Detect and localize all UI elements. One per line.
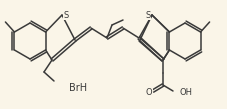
Text: O: O [145,88,152,96]
Text: OH: OH [179,88,192,96]
Text: BrH: BrH [69,83,87,93]
Text: S: S [145,10,150,20]
Text: S: S [63,10,68,20]
